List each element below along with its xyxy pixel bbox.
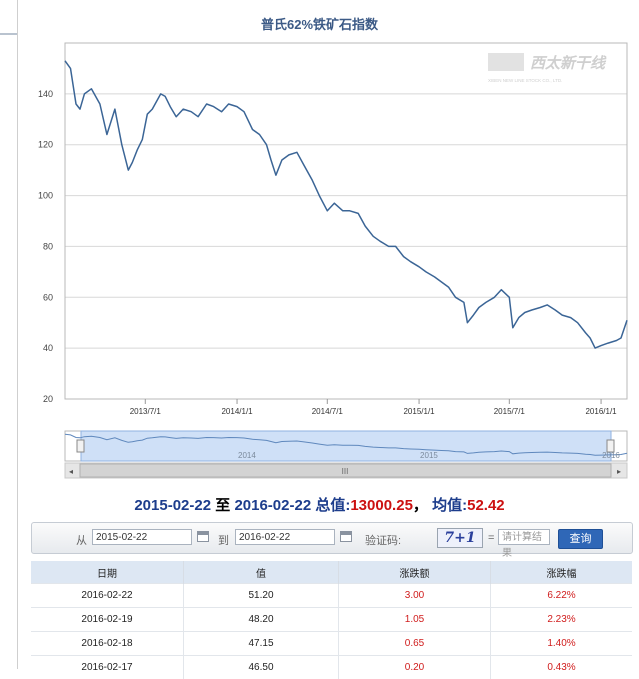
x-tick-label: 2014/7/1 <box>312 407 344 416</box>
navigator-year-label: 2016 <box>602 451 620 460</box>
summary-to-word: 至 <box>215 497 230 514</box>
date-filter-bar: 从 2015-02-22 到 2016-02-22 验证码: 7+1 = 请计算… <box>31 522 633 554</box>
data-table: 日期 值 涨跌额 涨跌幅 2016-02-22 51.20 3.00 6.22%… <box>31 561 632 679</box>
cell-change: 0.65 <box>339 632 491 656</box>
from-calendar-icon[interactable] <box>197 531 209 542</box>
cell-change: 3.00 <box>339 584 491 608</box>
cell-value: 46.50 <box>184 656 339 679</box>
scroll-right-arrow-icon[interactable]: ▸ <box>617 467 621 476</box>
table-row: 2016-02-22 51.20 3.00 6.22% <box>31 584 632 608</box>
y-axis-labels: 20 40 60 80 100 120 140 <box>38 89 53 404</box>
to-label: 到 <box>218 532 229 548</box>
navigator-left-handle[interactable] <box>77 440 84 452</box>
table-row: 2016-02-17 46.50 0.20 0.43% <box>31 656 632 679</box>
plot-frame <box>65 43 627 399</box>
y-tick-label: 60 <box>43 292 53 302</box>
from-label: 从 <box>76 532 87 548</box>
summary-line: 2015-02-22 至 2016-02-22 总值:13000.25， 均值:… <box>0 494 639 515</box>
cell-change-pct: 1.40% <box>491 632 633 656</box>
col-header-value: 值 <box>184 561 339 584</box>
chart-grid <box>65 94 627 399</box>
cell-change: 0.20 <box>339 656 491 679</box>
x-tick-label: 2015/1/1 <box>403 407 435 416</box>
cell-change-pct: 2.23% <box>491 608 633 632</box>
cell-date: 2016-02-17 <box>31 656 184 679</box>
summary-to-date: 2016-02-22 <box>234 497 311 514</box>
watermark-subtext: XIBEN NEW LINE STOCK CO., LTD. <box>488 78 562 83</box>
captcha-label: 验证码: <box>365 532 401 548</box>
table-row: 2016-02-18 47.15 0.65 1.40% <box>31 632 632 656</box>
y-tick-label: 80 <box>43 241 53 251</box>
summary-total-value: 13000.25 <box>350 497 413 514</box>
x-tick-label: 2014/1/1 <box>221 407 253 416</box>
col-header-change-pct: 涨跌幅 <box>491 561 633 584</box>
cell-value: 47.15 <box>184 632 339 656</box>
y-tick-label: 20 <box>43 394 53 404</box>
summary-avg-label: 均值: <box>432 497 467 514</box>
cell-change: 1.05 <box>339 608 491 632</box>
summary-comma: ， <box>413 497 428 514</box>
x-axis-labels: 2013/7/1 2014/1/1 2014/7/1 2015/1/1 2015/7/1… <box>130 399 617 416</box>
cell-date: 2016-02-22 <box>31 584 184 608</box>
watermark-logo-icon <box>488 53 524 71</box>
y-tick-label: 120 <box>38 140 53 150</box>
col-header-change: 涨跌额 <box>339 561 491 584</box>
cell-change-pct: 0.43% <box>491 656 633 679</box>
summary-from-date: 2015-02-22 <box>134 497 211 514</box>
scroll-left-arrow-icon[interactable]: ◂ <box>69 467 73 476</box>
navigator-year-label: 2015 <box>420 451 438 460</box>
to-date-input[interactable]: 2016-02-22 <box>235 529 335 545</box>
captcha-answer-input[interactable]: 请计算结果 <box>498 529 550 545</box>
summary-avg-value: 52.42 <box>467 497 505 514</box>
scrollbar-grip-icon: III <box>342 467 349 476</box>
x-tick-label: 2015/7/1 <box>494 407 526 416</box>
equals-sign: = <box>488 532 494 544</box>
from-date-input[interactable]: 2015-02-22 <box>92 529 192 545</box>
cell-date: 2016-02-18 <box>31 632 184 656</box>
price-chart[interactable]: 西太新干线 XIBEN NEW LINE STOCK CO., LTD. 20 4… <box>0 0 639 490</box>
to-calendar-icon[interactable] <box>340 531 352 542</box>
cell-value: 48.20 <box>184 608 339 632</box>
navigator-selection[interactable] <box>81 431 611 461</box>
summary-total-label: 总值: <box>315 497 350 514</box>
y-tick-label: 100 <box>38 191 53 201</box>
watermark-text: 西太新干线 <box>530 54 607 72</box>
cell-date: 2016-02-19 <box>31 608 184 632</box>
x-tick-label: 2016/1/1 <box>585 407 617 416</box>
captcha-image: 7+1 <box>437 528 483 548</box>
chart-watermark: 西太新干线 XIBEN NEW LINE STOCK CO., LTD. <box>488 53 607 83</box>
table-row: 2016-02-19 48.20 1.05 2.23% <box>31 608 632 632</box>
query-button[interactable]: 查询 <box>558 529 603 549</box>
y-tick-label: 40 <box>43 343 53 353</box>
y-tick-label: 140 <box>38 89 53 99</box>
navigator-year-label: 2014 <box>238 451 256 460</box>
col-header-date: 日期 <box>31 561 184 584</box>
table-header-row: 日期 值 涨跌额 涨跌幅 <box>31 561 632 584</box>
cell-change-pct: 6.22% <box>491 584 633 608</box>
series-line <box>65 61 627 348</box>
cell-value: 51.20 <box>184 584 339 608</box>
x-tick-label: 2013/7/1 <box>130 407 162 416</box>
